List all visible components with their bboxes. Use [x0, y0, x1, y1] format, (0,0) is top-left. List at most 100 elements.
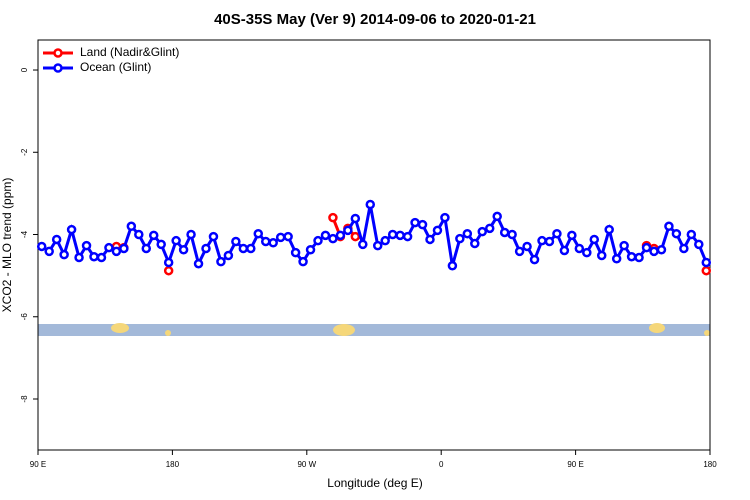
data-point [522, 241, 532, 252]
data-point [163, 265, 174, 276]
data-point [238, 243, 249, 254]
data-point [649, 246, 659, 257]
data-point [372, 240, 383, 251]
data-point [313, 235, 323, 246]
data-point [253, 228, 264, 239]
y-axis-label: XCO2 - MLO trend (ppm) [0, 178, 14, 313]
land-blob [704, 330, 710, 336]
data-point [679, 243, 689, 254]
data-point [178, 244, 189, 255]
land-blob [165, 330, 171, 336]
data-point [656, 244, 667, 255]
data-point [320, 230, 331, 241]
data-point [111, 246, 122, 257]
data-point [477, 226, 488, 237]
data-point [611, 254, 622, 264]
data-point [298, 256, 308, 267]
data-point [343, 225, 353, 236]
data-point [268, 237, 278, 248]
data-point [36, 241, 47, 252]
data-point [156, 239, 166, 250]
data-point [89, 251, 99, 262]
y-tick-label: -6 [20, 313, 29, 321]
data-point [402, 231, 413, 242]
data-point [96, 252, 107, 263]
data-point [171, 235, 181, 246]
data-point [134, 229, 144, 240]
data-point [626, 251, 637, 262]
data-point [641, 242, 652, 253]
x-tick-label: 180 [703, 460, 717, 469]
data-point [619, 240, 629, 251]
ocean-strip [38, 324, 710, 336]
data-point [701, 265, 712, 276]
x-tick-label: 90 E [567, 460, 583, 469]
data-point [701, 257, 712, 268]
map-strip [38, 323, 710, 336]
legend-label: Land (Nadir&Glint) [80, 45, 179, 59]
data-point [328, 233, 338, 244]
data-point [365, 199, 376, 210]
data-point [447, 261, 458, 271]
legend-label: Ocean (Glint) [80, 60, 151, 74]
y-tick-label: -2 [20, 148, 29, 156]
data-point [74, 252, 84, 263]
data-point [395, 230, 405, 241]
data-point [589, 234, 600, 245]
data-point [514, 246, 525, 257]
x-tick-label: 90 W [297, 460, 316, 469]
data-point [126, 221, 137, 232]
data-point [484, 223, 495, 234]
data-point [462, 228, 473, 239]
land-blob [333, 324, 355, 336]
y-tick-label: 0 [20, 67, 29, 72]
data-point [193, 258, 204, 269]
data-point [290, 247, 301, 258]
x-tick-label: 90 E [30, 460, 46, 469]
data-point [596, 250, 607, 261]
data-point [350, 231, 361, 242]
data-point [223, 250, 234, 261]
data-point [246, 243, 256, 254]
data-point [335, 230, 346, 241]
land-blob [111, 323, 129, 333]
data-point [634, 252, 644, 263]
data-point [499, 227, 510, 238]
legend-marker [53, 63, 63, 73]
data-point [104, 242, 114, 253]
data-point [148, 230, 159, 241]
data-point [664, 221, 674, 232]
data-point [186, 229, 196, 240]
data-point [567, 230, 577, 241]
data-point [425, 234, 435, 245]
data-point [260, 236, 271, 247]
land-blob [649, 323, 665, 333]
data-point [119, 243, 129, 254]
data-point [440, 212, 450, 223]
data-point [275, 232, 286, 243]
data-point [552, 228, 562, 239]
data-point [66, 224, 77, 235]
data-point [537, 235, 547, 246]
data-point [492, 211, 502, 222]
data-point [380, 235, 390, 246]
x-axis-label: Longitude (deg E) [327, 476, 422, 490]
data-point [686, 229, 697, 240]
data-point [81, 240, 92, 251]
data-point [201, 243, 211, 254]
y-tick-label: -8 [20, 395, 29, 403]
data-point [529, 254, 540, 265]
data-point [470, 238, 480, 249]
data-point [582, 247, 592, 258]
data-point [283, 231, 293, 242]
data-point [410, 217, 420, 228]
y-tick-label: -4 [20, 230, 29, 238]
data-point [544, 236, 555, 247]
data-point [231, 236, 241, 247]
data-point [432, 225, 443, 236]
data-point [44, 246, 54, 257]
data-point [694, 239, 704, 250]
data-point [350, 213, 361, 224]
chart-title: 40S-35S May (Ver 9) 2014-09-06 to 2020-0… [214, 11, 536, 28]
